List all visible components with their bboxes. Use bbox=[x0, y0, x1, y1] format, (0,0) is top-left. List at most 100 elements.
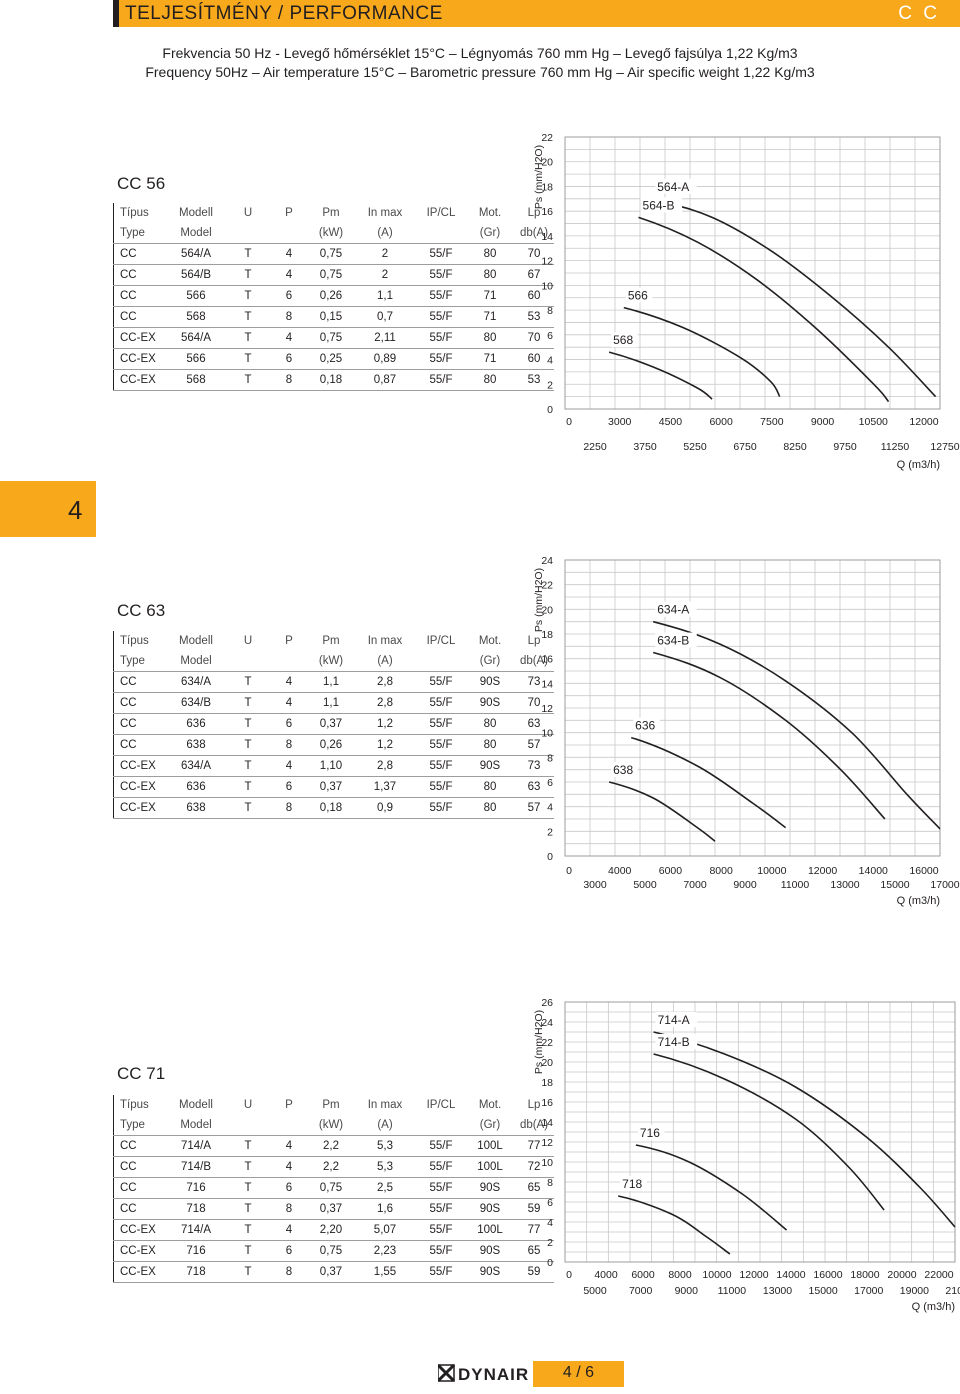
cell-noise: db(A) bbox=[514, 1115, 554, 1136]
cell-current: (A) bbox=[354, 1115, 416, 1136]
cell-current: 1,1 bbox=[354, 285, 416, 307]
cell-motor: Mot. bbox=[478, 1099, 502, 1111]
cell-type: CC bbox=[113, 243, 166, 265]
cell-current: 0,87 bbox=[354, 369, 416, 391]
table-row: CC 564/A T 4 0,75 2 55/F 80 70 bbox=[113, 243, 554, 265]
x-axis-label: Q (m3/h) bbox=[897, 459, 940, 471]
cell-poles: 8 bbox=[270, 1198, 308, 1220]
cell-noise: 77 bbox=[514, 1219, 554, 1241]
series-line-634-a bbox=[652, 620, 941, 830]
y-tick-label: 20 bbox=[541, 157, 553, 169]
page-number: 4 / 6 bbox=[562, 1364, 595, 1381]
cell-voltage: U bbox=[243, 207, 253, 219]
table-row: CC 568 T 8 0,15 0,7 55/F 71 53 bbox=[113, 306, 554, 328]
cell-current: 1,6 bbox=[354, 1198, 416, 1220]
cell-noise: db(A) bbox=[514, 651, 554, 672]
header-title: TELJESÍTMÉNY / PERFORMANCE bbox=[125, 3, 443, 24]
cell-voltage: T bbox=[226, 1135, 270, 1157]
y-tick-label: 22 bbox=[541, 132, 553, 144]
series-line-564-b bbox=[638, 216, 890, 403]
x-tick-label-bottom: 3750 bbox=[633, 441, 657, 453]
cell-voltage: T bbox=[226, 327, 270, 349]
cell-type: Type bbox=[113, 651, 166, 672]
cell-motor: Mot. bbox=[478, 207, 502, 219]
cell-model: Modell bbox=[179, 207, 213, 219]
cell-motor: 90S bbox=[466, 1198, 514, 1220]
table-row: CC 714/A T 4 2,2 5,3 55/F 100L 77 bbox=[113, 1135, 554, 1157]
cell-power: 0,18 bbox=[308, 797, 354, 819]
cell-poles: 6 bbox=[270, 348, 308, 370]
series-label: 564-A bbox=[657, 180, 689, 194]
y-tick-label: 22 bbox=[541, 1037, 553, 1049]
cell-current: 2,5 bbox=[354, 1177, 416, 1199]
cell-model: Model bbox=[166, 651, 226, 672]
cell-ip-class: IP/CL bbox=[426, 1099, 456, 1111]
cell-model: 638 bbox=[166, 797, 226, 819]
cell-poles: 4 bbox=[270, 692, 308, 714]
table-row: CC 564/B T 4 0,75 2 55/F 80 67 bbox=[113, 264, 554, 286]
cell-voltage: T bbox=[226, 713, 270, 735]
series-label: 568 bbox=[613, 333, 633, 347]
cell-power: Pm bbox=[322, 635, 340, 647]
spec-table-cc63: Típus Modell U P Pm In max IP/CL Mot. Lp Type Mode… bbox=[113, 631, 554, 819]
cell-type: CC-EX bbox=[113, 755, 166, 777]
side-tab-number: 4 bbox=[68, 495, 83, 525]
cell-power: 0,75 bbox=[308, 1177, 354, 1199]
x-tick-label-bottom: 11250 bbox=[881, 441, 910, 453]
series-line-566 bbox=[623, 306, 781, 398]
page-header: TELJESÍTMÉNY / PERFORMANCE C C bbox=[113, 0, 960, 27]
header-code: C C bbox=[898, 3, 940, 24]
x-tick-label-top: 4500 bbox=[659, 416, 683, 428]
x-tick-label-top: 14000 bbox=[776, 1269, 805, 1281]
cell-voltage: T bbox=[226, 1240, 270, 1262]
x-tick-label-top: 10000 bbox=[702, 1269, 731, 1281]
cell-power: 1,1 bbox=[308, 671, 354, 693]
cell-noise: 67 bbox=[514, 264, 554, 286]
table-row: CC-EX 634/A T 4 1,10 2,8 55/F 90S 73 bbox=[113, 755, 554, 777]
cell-voltage bbox=[226, 1115, 270, 1136]
x-axis-label: Q (m3/h) bbox=[897, 895, 940, 907]
x-tick-label-bottom: 12750 bbox=[930, 441, 959, 453]
cell-ip-class: 55/F bbox=[416, 369, 466, 391]
table-row: CC-EX 636 T 6 0,37 1,37 55/F 80 63 bbox=[113, 776, 554, 798]
cell-voltage: T bbox=[226, 734, 270, 756]
cell-voltage: T bbox=[226, 1219, 270, 1241]
cell-power: 1,10 bbox=[308, 755, 354, 777]
cell-voltage: U bbox=[243, 635, 253, 647]
y-tick-label: 16 bbox=[541, 654, 553, 666]
cell-power: 0,75 bbox=[308, 327, 354, 349]
cell-noise: 59 bbox=[514, 1261, 554, 1283]
plot-frame bbox=[564, 136, 941, 410]
cell-voltage: U bbox=[243, 1099, 253, 1111]
subtitle-hu: Frekvencia 50 Hz - Levegő hőmérséklet 15… bbox=[162, 45, 798, 61]
cell-current: In max bbox=[367, 1099, 403, 1111]
x-tick-label-top: 22000 bbox=[924, 1269, 953, 1281]
cell-type: CC bbox=[113, 1177, 166, 1199]
y-axis-label: Ps (mm/H2O) bbox=[533, 1010, 545, 1074]
cell-power: 2,2 bbox=[308, 1135, 354, 1157]
dynair-logo-mark bbox=[438, 1363, 456, 1383]
cell-model: 714/B bbox=[166, 1156, 226, 1178]
cell-motor: 100L bbox=[466, 1156, 514, 1178]
cell-ip-class: 55/F bbox=[416, 264, 466, 286]
chart-grid bbox=[564, 559, 941, 857]
cell-ip-class: 55/F bbox=[416, 1198, 466, 1220]
dynair-logo: DYNAIR bbox=[438, 1363, 528, 1384]
cell-current: 2,11 bbox=[354, 327, 416, 349]
cell-power: 2,2 bbox=[308, 1156, 354, 1178]
cell-motor: 90S bbox=[466, 1240, 514, 1262]
cell-model: 564/A bbox=[166, 243, 226, 265]
table-header-row: Type Model (kW) (A) (Gr) db(A) bbox=[113, 223, 554, 244]
series-line-634-b bbox=[652, 651, 886, 820]
cell-noise: 73 bbox=[514, 671, 554, 693]
cell-model: 718 bbox=[166, 1198, 226, 1220]
x-tick-label-top: 6000 bbox=[709, 416, 733, 428]
x-tick-label-bottom: 13000 bbox=[763, 1285, 792, 1297]
cell-power: (kW) bbox=[308, 223, 354, 244]
x-tick-label-top: 12000 bbox=[739, 1269, 768, 1281]
cell-voltage: T bbox=[226, 1198, 270, 1220]
cell-noise: 70 bbox=[514, 692, 554, 714]
y-tick-label: 14 bbox=[541, 678, 553, 690]
section-title-cc71: CC 71 bbox=[117, 1064, 166, 1083]
x-tick-label-top: 20000 bbox=[887, 1269, 916, 1281]
